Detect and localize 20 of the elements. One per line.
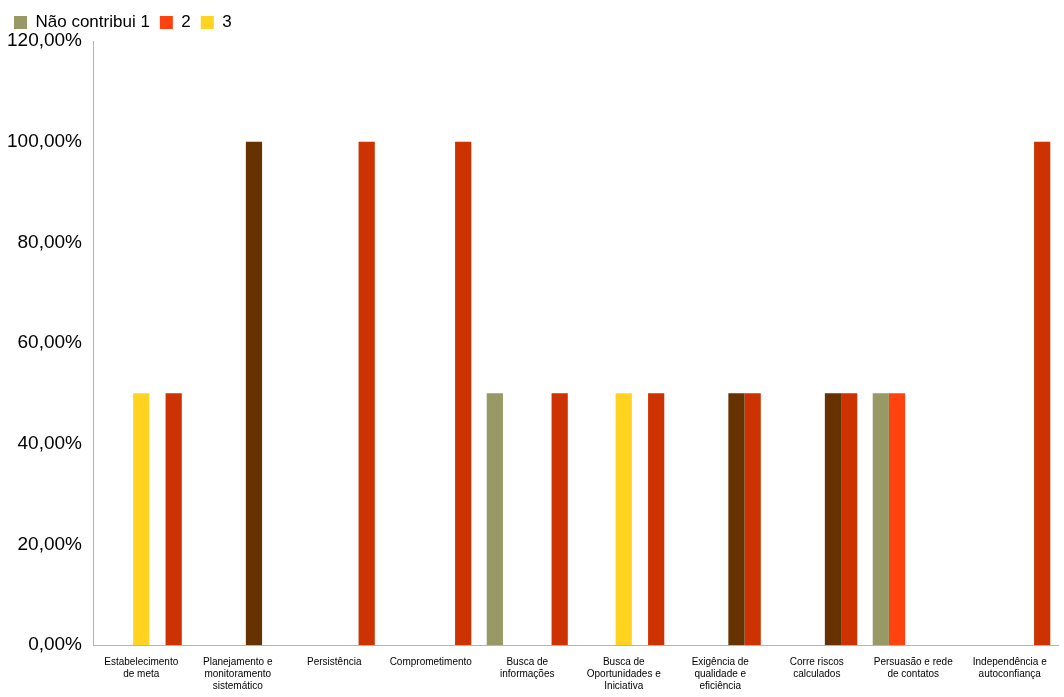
x-tick-label: Persuasão e rede de contatos <box>873 655 954 679</box>
legend-label: 3 <box>222 12 232 32</box>
x-tick-label: Busca de Oportunidades e Iniciativa <box>586 655 662 691</box>
y-tick-label: 80,00% <box>17 230 83 252</box>
y-tick-label: 40,00% <box>17 431 83 453</box>
x-tick-label: Busca de informações <box>500 655 555 679</box>
y-tick-label: 0,00% <box>28 633 83 655</box>
legend-label: Não contribui 1 <box>35 12 150 32</box>
y-tick-label: 20,00% <box>17 532 83 554</box>
x-tick-label: Corre riscos calculados <box>789 655 844 679</box>
x-tick-label: Persistência <box>307 655 362 667</box>
legend-label: 2 <box>181 12 191 32</box>
x-tick-label: Comprometimento <box>389 655 473 667</box>
x-tick-label: Estabelecimento de meta <box>104 655 179 679</box>
y-tick-label: 120,00% <box>6 29 83 51</box>
y-tick-label: 60,00% <box>17 331 83 353</box>
x-tick-label: Independência e autoconfiança <box>972 655 1048 679</box>
x-tick-label: Planejamento e monitoramento sistemático <box>203 655 273 691</box>
y-tick-label: 100,00% <box>6 129 83 151</box>
x-tick-label: Exigência de qualidade e eficiência <box>691 655 750 691</box>
